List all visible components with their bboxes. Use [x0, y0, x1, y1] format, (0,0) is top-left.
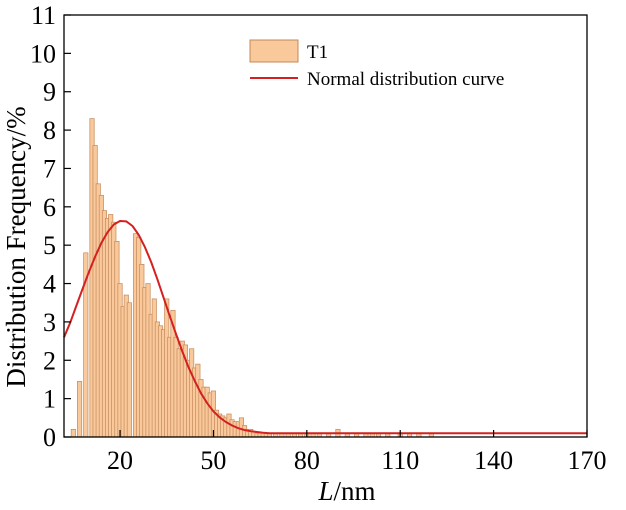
- y-tick-label: 0: [43, 423, 56, 452]
- y-tick-label: 5: [43, 231, 56, 260]
- histogram-bar: [70, 428, 76, 438]
- normal-distribution-curve: [63, 220, 587, 435]
- legend-label-normal: Normal distribution curve: [307, 69, 504, 90]
- y-tick-label: 1: [43, 385, 56, 414]
- x-tick-label: 80: [294, 446, 320, 475]
- y-tick-label: 2: [43, 346, 56, 375]
- y-tick-label: 4: [43, 270, 56, 299]
- y-tick-label: 11: [31, 1, 56, 30]
- y-tick-label: 3: [43, 308, 56, 337]
- x-tick-label: 170: [568, 446, 607, 475]
- y-tick-label: 8: [43, 116, 56, 145]
- bars-group: [70, 118, 434, 438]
- legend: T1 Normal distribution curve: [249, 39, 504, 90]
- axis-tick-labels: 20 50 80 110 140 170 0 1 2 3 4 5 6 7 8 9 10 11: [30, 1, 607, 475]
- y-tick-label: 9: [43, 78, 56, 107]
- x-tick-label: 110: [381, 446, 419, 475]
- y-tick-label: 7: [43, 154, 56, 183]
- histogram-bar: [77, 381, 83, 438]
- y-tick-label: 10: [30, 39, 56, 68]
- x-tick-label: 50: [200, 446, 226, 475]
- legend-label-t1: T1: [307, 42, 328, 63]
- x-axis-title: L/nm: [317, 476, 375, 506]
- y-axis-title: Distribution Frequency/%: [1, 106, 31, 387]
- x-axis-title-unit: /nm: [334, 476, 376, 506]
- legend-swatch-t1: [249, 39, 299, 63]
- x-tick-label: 20: [107, 446, 133, 475]
- y-tick-label: 6: [43, 193, 56, 222]
- axis-ticks: [64, 14, 588, 438]
- x-axis-title-symbol: L: [317, 476, 333, 506]
- x-tick-label: 140: [474, 446, 513, 475]
- plot-frame: [63, 14, 588, 438]
- histogram-bar: [126, 302, 132, 438]
